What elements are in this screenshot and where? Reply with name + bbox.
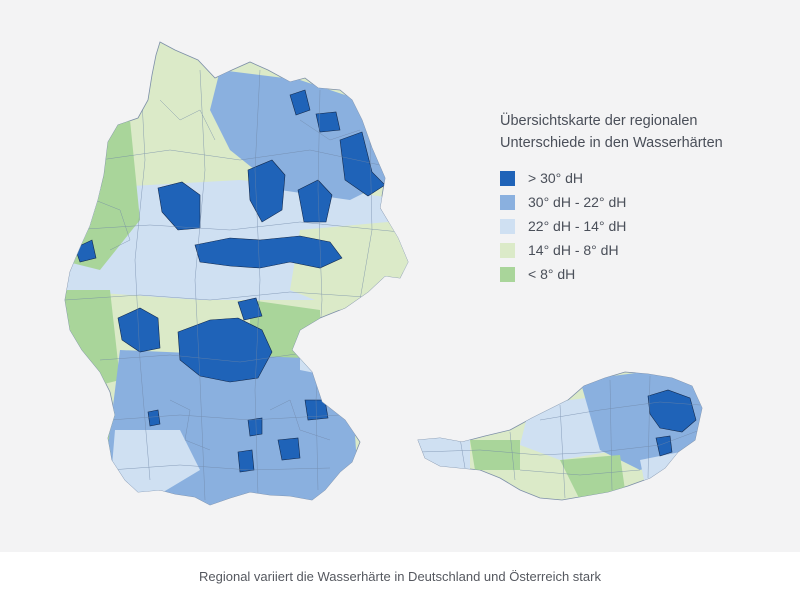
legend-label: 22° dH - 14° dH [528,218,627,234]
legend-label: > 30° dH [528,170,584,186]
legend-label: < 8° dH [528,266,576,282]
legend-swatch [500,242,515,258]
legend-item-soft: < 8° dH [500,262,780,286]
legend-label: 14° dH - 8° dH [528,242,619,258]
legend-swatch [500,170,515,186]
legend-title-line-1: Übersichtskarte der regionalen [500,113,698,129]
legend-swatch [500,218,515,234]
image-caption: Regional variiert die Wasserhärte in Deu… [199,568,601,584]
legend-item-medium-hard: 22° dH - 14° dH [500,214,780,238]
legend: Übersichtskarte der regionalen Unterschi… [500,110,780,286]
legend-title: Übersichtskarte der regionalen Unterschi… [500,110,780,154]
legend-title-line-2: Unterschiede in den Wasserhärten [500,135,723,151]
legend-item-medium: 14° dH - 8° dH [500,238,780,262]
map-canvas [64,41,703,506]
legend-label: 30° dH - 22° dH [528,194,627,210]
map-panel: Übersichtskarte der regionalen Unterschi… [0,0,800,552]
legend-item-very-hard: > 30° dH [500,166,780,190]
legend-item-hard: 30° dH - 22° dH [500,190,780,214]
austria-map [417,371,703,501]
legend-swatch [500,194,515,210]
legend-swatch [500,266,515,282]
germany-map [64,41,409,506]
